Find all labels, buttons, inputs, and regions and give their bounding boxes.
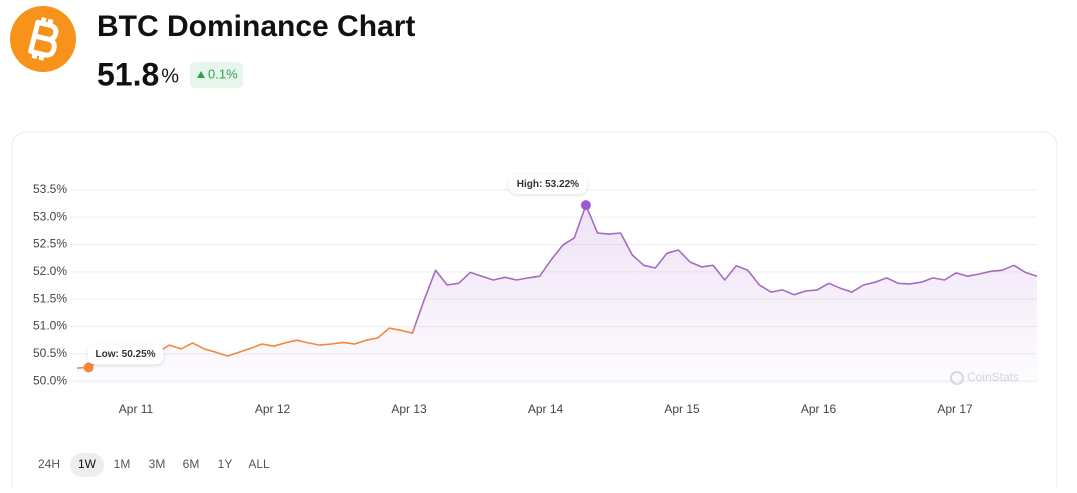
line xyxy=(76,204,1038,369)
y-tick-label: 51.5% xyxy=(33,291,67,305)
x-tick-label: Apr 14 xyxy=(528,402,564,416)
y-tick-label: 52.5% xyxy=(33,237,67,251)
x-tick-label: Apr 17 xyxy=(937,402,973,416)
range-button[interactable]: 1M xyxy=(114,457,131,471)
x-tick-label: Apr 15 xyxy=(664,402,700,416)
range-button-active-bg[interactable] xyxy=(70,453,104,477)
page-title: BTC Dominance Chart xyxy=(97,10,415,43)
change-value: 0.1% xyxy=(208,66,238,81)
x-tick-label: Apr 11 xyxy=(119,402,154,416)
area xyxy=(77,205,1037,385)
y-tick-label: 53.5% xyxy=(33,182,67,196)
x-tick-label: Apr 12 xyxy=(255,402,291,416)
y-tick-label: 50.5% xyxy=(33,346,67,360)
dominance-unit: % xyxy=(161,65,179,87)
y-tick-label: 50.0% xyxy=(33,373,67,387)
change-badge: 0.1% xyxy=(190,62,243,88)
range-button-label[interactable]: 3M xyxy=(149,457,166,471)
range-button-label[interactable]: 1M xyxy=(114,457,131,471)
range-button-label[interactable]: ALL xyxy=(248,457,270,471)
bitcoin-logo xyxy=(10,6,76,72)
range-button[interactable]: ALL xyxy=(248,457,270,471)
range-button[interactable]: 24H xyxy=(38,457,60,471)
range-button-label[interactable]: 24H xyxy=(38,457,60,471)
annotation: High: 53.22% xyxy=(508,174,588,195)
y-tick-label: 52.0% xyxy=(33,264,67,278)
range-selector: 24H 1W 1M 3M 6M 1Y ALL xyxy=(38,453,270,477)
range-button-label[interactable]: 1Y xyxy=(218,457,233,471)
dominance-value: 51.8 xyxy=(97,56,159,92)
range-button[interactable]: 3M xyxy=(149,457,166,471)
annotation-label: Low: 50.25% xyxy=(96,349,156,360)
x-tick-label: Apr 13 xyxy=(391,402,427,416)
y-tick-label: 51.0% xyxy=(33,319,67,333)
annotation-marker xyxy=(580,200,591,211)
annotation: Low: 50.25% xyxy=(87,344,164,365)
range-button[interactable]: 6M xyxy=(183,457,200,471)
range-button-label[interactable]: 1W xyxy=(78,457,97,471)
range-button[interactable]: 1Y xyxy=(218,457,233,471)
annotation-box xyxy=(87,344,164,365)
annotation-marker xyxy=(83,362,94,373)
annotation-box xyxy=(508,174,588,195)
range-button-label[interactable]: 6M xyxy=(183,457,200,471)
y-tick-label: 53.0% xyxy=(33,209,67,223)
range-button[interactable]: 1W xyxy=(70,453,104,477)
x-tick-label: Apr 16 xyxy=(801,402,837,416)
annotation-label: High: 53.22% xyxy=(517,179,579,190)
plot-area: 50.0% 50.5% 51.0% 51.5% 52.0% 52.5% 53.0% 53.5%… xyxy=(33,174,1038,416)
